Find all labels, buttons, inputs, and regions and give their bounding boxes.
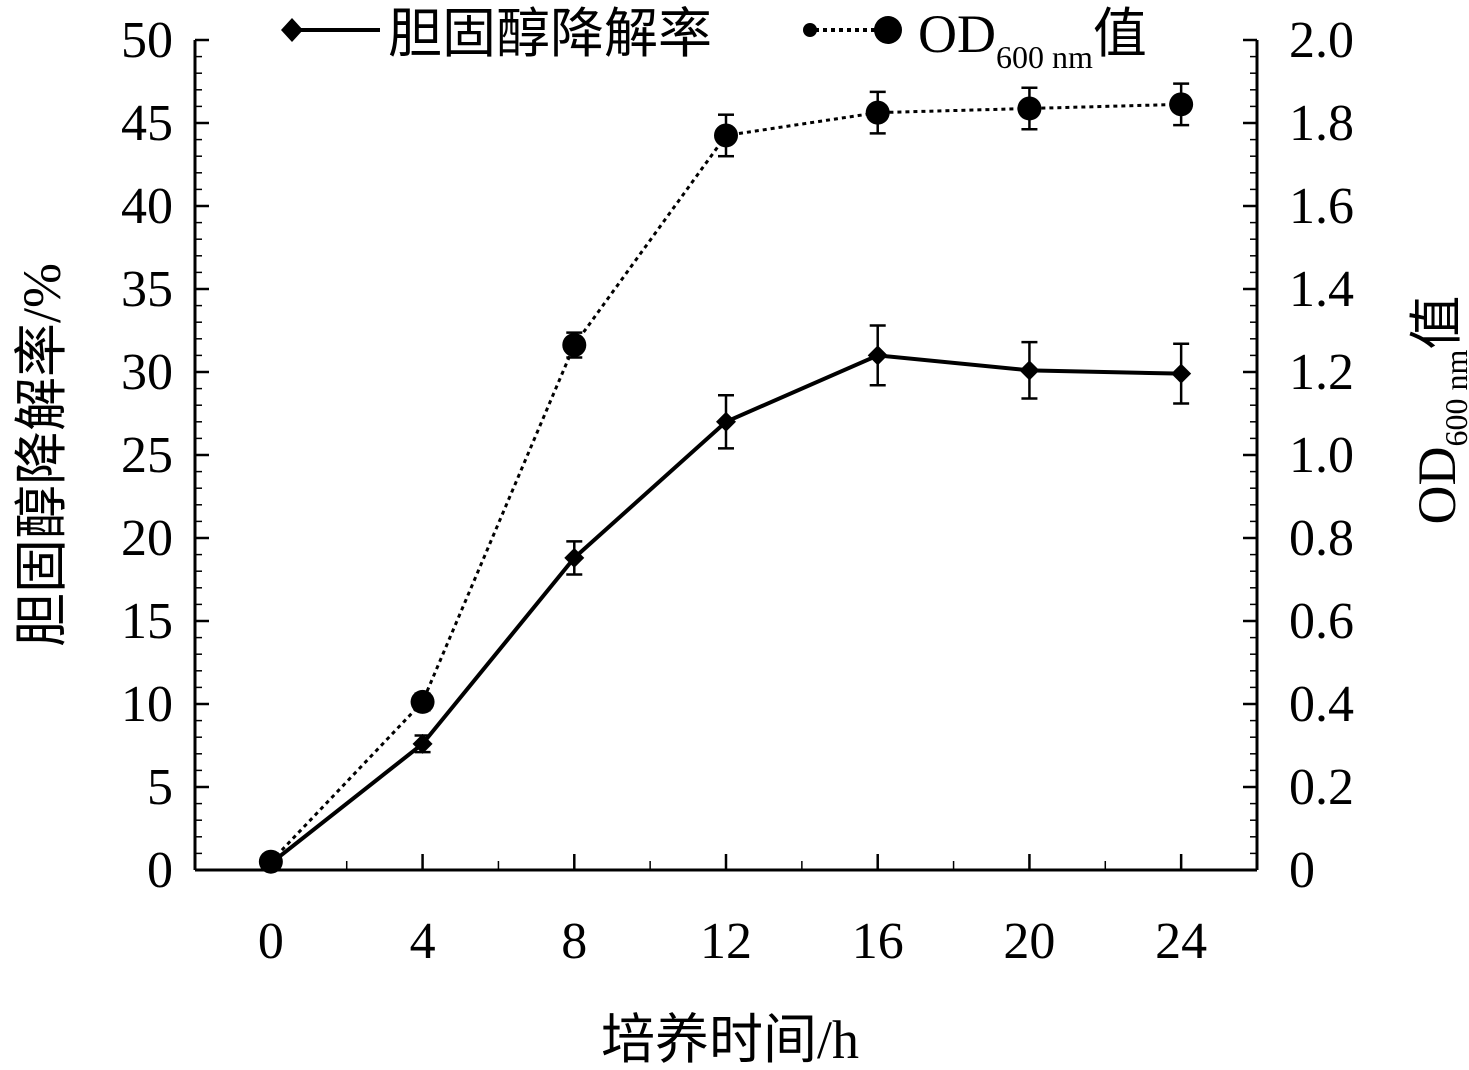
legend-od-tail: 值 (1093, 4, 1147, 64)
left-y-ticks: 0 5 10 15 20 25 30 35 40 45 50 (121, 12, 209, 899)
legend-od-main: OD (918, 4, 996, 64)
legend-label-degradation: 胆固醇降解率 (388, 4, 712, 64)
right-y-tick-label: 0.2 (1289, 759, 1354, 816)
degradation-rate-point (1171, 363, 1192, 384)
od600-point (1169, 92, 1194, 117)
left-y-tick-label: 25 (121, 427, 173, 484)
right-y-axis-title-tail: 值 (1407, 296, 1467, 350)
x-tick-label: 24 (1155, 913, 1207, 970)
od600-point (865, 100, 890, 125)
legend: 胆固醇降解率 OD600 nm值 (281, 4, 1147, 75)
right-y-tick-label: 0.4 (1289, 676, 1354, 733)
degradation-rate-point (867, 345, 888, 366)
right-y-axis-title-sub: 600 nm (1438, 349, 1469, 446)
legend-od-sub: 600 nm (996, 39, 1093, 75)
right-y-tick-label: 1.0 (1289, 427, 1354, 484)
x-tick-label: 4 (410, 913, 436, 970)
right-y-ticks: 0 0.2 0.4 0.6 0.8 1.0 1.2 1.4 1.6 1.8 2.0 (1243, 12, 1354, 899)
x-tick-label: 16 (852, 913, 904, 970)
right-y-tick-label: 1.6 (1289, 178, 1354, 235)
left-y-tick-label: 45 (121, 95, 173, 152)
legend-small-dot (803, 23, 817, 37)
legend-diamond-marker (281, 18, 303, 42)
series-layer (258, 82, 1194, 874)
degradation-rate-point (412, 733, 433, 754)
x-tick-label: 0 (258, 913, 284, 970)
left-y-tick-label: 15 (121, 593, 173, 650)
right-y-tick-label: 0.8 (1289, 510, 1354, 567)
left-y-axis-title: 胆固醇降解率/% (12, 263, 72, 647)
degradation-rate-point (716, 411, 736, 432)
left-y-tick-label: 35 (121, 261, 173, 318)
od600-point (562, 333, 587, 358)
left-y-tick-label: 10 (121, 676, 173, 733)
x-ticks: 0 4 8 12 16 20 24 (258, 854, 1207, 970)
right-y-tick-label: 2.0 (1289, 12, 1354, 69)
x-tick-label: 12 (700, 913, 752, 970)
right-y-tick-label: 1.4 (1289, 261, 1354, 318)
od600-point (1017, 96, 1042, 121)
right-y-tick-label: 1.8 (1289, 95, 1354, 152)
legend-circle-marker (874, 16, 902, 44)
left-y-tick-label: 0 (147, 842, 173, 899)
od600-point (258, 849, 283, 874)
right-y-tick-label: 0.6 (1289, 593, 1354, 650)
degradation-rate-point (564, 547, 585, 568)
left-y-tick-label: 40 (121, 178, 173, 235)
left-y-tick-label: 30 (121, 344, 173, 401)
degradation-rate-point (1019, 360, 1040, 381)
right-y-axis-title-main: OD (1407, 446, 1467, 524)
left-y-tick-label: 50 (121, 12, 173, 69)
right-y-tick-label: 1.2 (1289, 344, 1354, 401)
right-y-tick-label: 0 (1289, 842, 1315, 899)
legend-label-od: OD600 nm值 (918, 4, 1147, 75)
left-y-tick-label: 20 (121, 510, 173, 567)
od600-point (714, 123, 738, 148)
od600-point (410, 689, 435, 714)
left-y-tick-label: 5 (147, 759, 173, 816)
x-tick-label: 20 (1003, 913, 1055, 970)
x-axis-title: 培养时间/h (601, 1010, 859, 1070)
right-y-axis-title: OD600 nm值 (1407, 296, 1469, 525)
x-tick-label: 8 (561, 913, 587, 970)
od600-line (269, 102, 1182, 863)
